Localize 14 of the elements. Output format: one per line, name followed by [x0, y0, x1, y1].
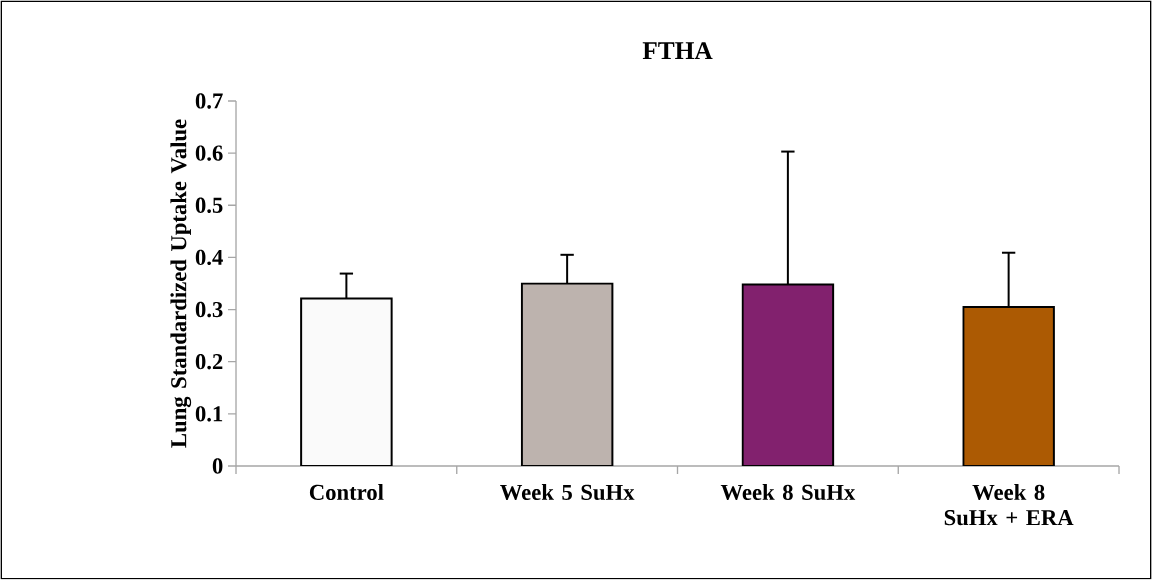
y-tick-label: 0.1	[195, 406, 223, 422]
x-tick-label: Week 8 SuHx + ERA	[944, 484, 1074, 526]
chart-title: FTHA	[642, 42, 713, 59]
x-tick-label: Control	[309, 484, 384, 500]
x-tick-label: Week 8 SuHx	[720, 484, 856, 501]
x-tick-label: Week 5 SuHx	[500, 484, 635, 501]
y-tick-label: 0.6	[195, 145, 223, 161]
y-axis-title: Lung Standardized Uptake Value	[170, 119, 192, 448]
y-tick-label: 0.4	[195, 249, 223, 266]
y-tick-label: 0	[212, 458, 223, 474]
y-tick-label: 0.7	[195, 93, 223, 109]
y-tick-label: 0.3	[195, 301, 223, 318]
y-tick-label: 0.5	[195, 197, 223, 213]
y-tick-label: 0.2	[195, 354, 223, 370]
